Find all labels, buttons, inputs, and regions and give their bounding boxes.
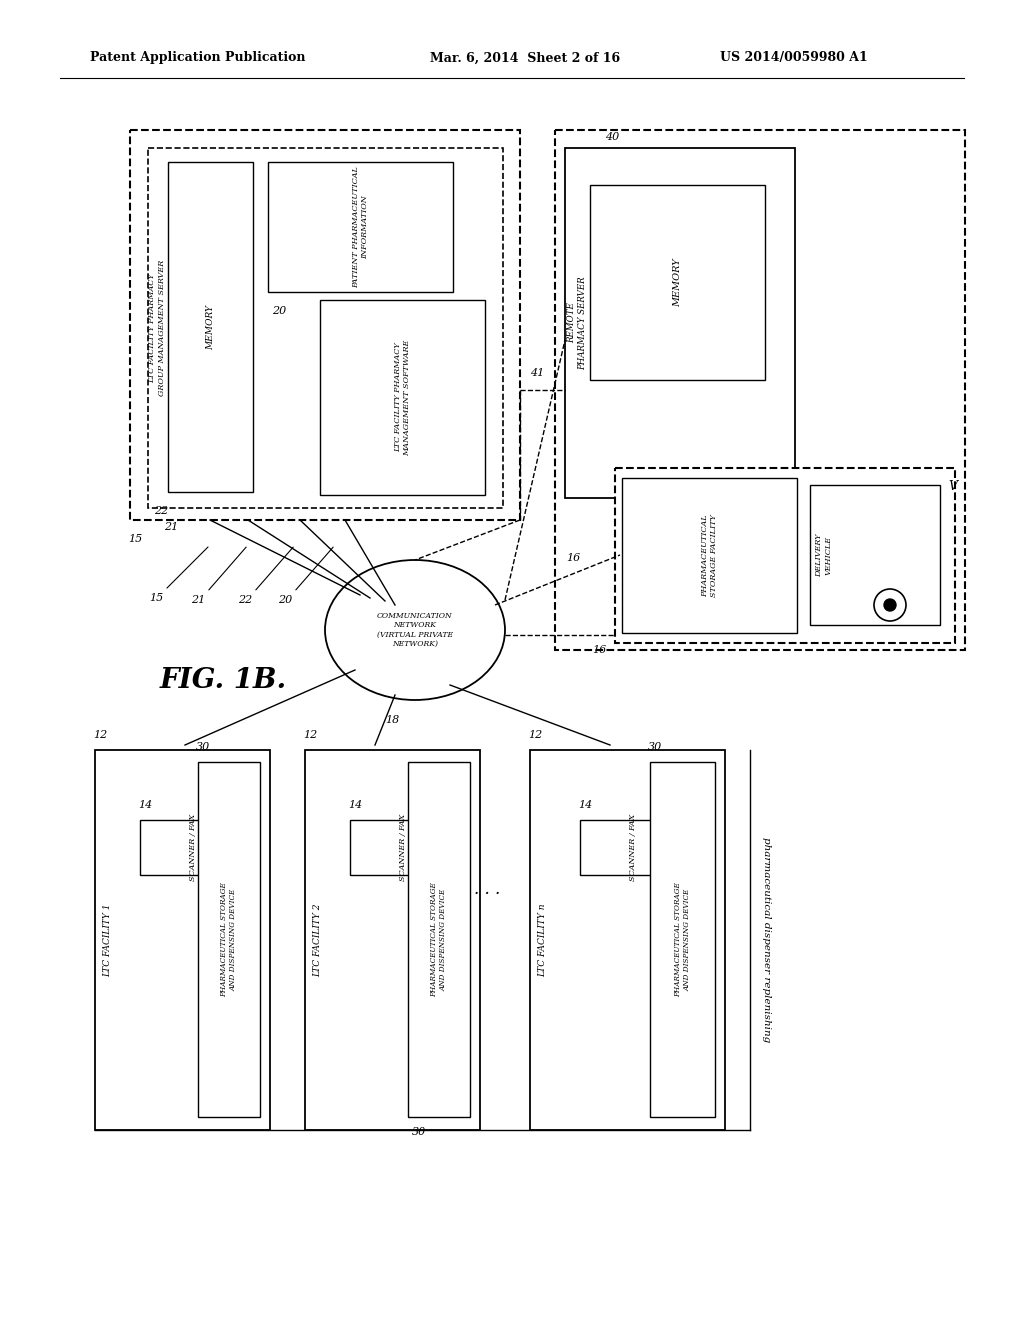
- Text: LTC FACILITY n: LTC FACILITY n: [539, 903, 548, 977]
- Text: 16: 16: [592, 645, 606, 655]
- Bar: [350, 820, 455, 875]
- Text: 22: 22: [238, 595, 252, 605]
- Text: 30: 30: [648, 742, 663, 752]
- Text: SCANNER / FAX: SCANNER / FAX: [629, 814, 637, 882]
- Text: 21: 21: [190, 595, 205, 605]
- Text: 15: 15: [128, 535, 142, 544]
- Text: 20: 20: [272, 306, 287, 315]
- Bar: [95, 750, 270, 1130]
- Text: FIG. 1B.: FIG. 1B.: [160, 667, 287, 693]
- Text: 14: 14: [348, 800, 362, 810]
- Bar: [810, 484, 940, 624]
- Bar: [408, 762, 470, 1117]
- Text: 40: 40: [605, 132, 620, 143]
- Text: LTC FACILITY PHARMACY
GROUP MANAGEMENT SERVER: LTC FACILITY PHARMACY GROUP MANAGEMENT S…: [148, 260, 166, 396]
- Text: 14: 14: [578, 800, 592, 810]
- Text: Patent Application Publication: Patent Application Publication: [90, 51, 305, 65]
- Text: 15: 15: [148, 593, 163, 603]
- Text: MEMORY: MEMORY: [673, 259, 682, 306]
- Text: . . .: . . .: [474, 882, 500, 899]
- Text: MEMORY: MEMORY: [206, 305, 215, 350]
- Bar: [565, 148, 795, 498]
- Bar: [305, 750, 480, 1130]
- Bar: [140, 820, 245, 875]
- Bar: [590, 185, 765, 380]
- Bar: [650, 762, 715, 1117]
- Bar: [319, 300, 485, 495]
- Bar: [148, 148, 503, 508]
- Text: PHARMACEUTICAL STORAGE
AND DISPENSING DEVICE: PHARMACEUTICAL STORAGE AND DISPENSING DE…: [430, 882, 447, 997]
- Ellipse shape: [325, 560, 505, 700]
- Text: pharmaceutical dispenser replenishing: pharmaceutical dispenser replenishing: [762, 837, 771, 1043]
- Bar: [580, 820, 685, 875]
- Text: REMOTE
PHARMACY SERVER: REMOTE PHARMACY SERVER: [567, 276, 587, 370]
- Text: LTC FACILITY 2: LTC FACILITY 2: [313, 903, 323, 977]
- Text: LTC FACILITY 1: LTC FACILITY 1: [103, 903, 113, 977]
- Text: 12: 12: [303, 730, 317, 741]
- Text: 14: 14: [138, 800, 153, 810]
- Text: 18: 18: [385, 715, 399, 725]
- Bar: [530, 750, 725, 1130]
- Bar: [268, 162, 453, 292]
- Text: SCANNER / FAX: SCANNER / FAX: [188, 814, 197, 882]
- Text: PATIENT PHARMACEUTICAL
INFORMATION: PATIENT PHARMACEUTICAL INFORMATION: [352, 166, 369, 288]
- Text: 22: 22: [154, 506, 168, 516]
- Bar: [622, 478, 797, 634]
- Bar: [198, 762, 260, 1117]
- Text: Mar. 6, 2014  Sheet 2 of 16: Mar. 6, 2014 Sheet 2 of 16: [430, 51, 621, 65]
- Text: 21: 21: [164, 521, 178, 532]
- Text: 12: 12: [528, 730, 543, 741]
- Bar: [168, 162, 253, 492]
- Text: US 2014/0059980 A1: US 2014/0059980 A1: [720, 51, 867, 65]
- Text: 20: 20: [278, 595, 292, 605]
- Text: PHARMACEUTICAL STORAGE
AND DISPENSING DEVICE: PHARMACEUTICAL STORAGE AND DISPENSING DE…: [220, 882, 238, 997]
- Text: 16: 16: [565, 553, 580, 564]
- Text: LTC FACILITY PHARMACY
MANAGEMENT SOFTWARE: LTC FACILITY PHARMACY MANAGEMENT SOFTWAR…: [394, 339, 411, 455]
- Circle shape: [884, 599, 896, 611]
- Text: 41: 41: [530, 368, 544, 378]
- Text: PHARMACEUTICAL STORAGE
AND DISPENSING DEVICE: PHARMACEUTICAL STORAGE AND DISPENSING DE…: [674, 882, 691, 997]
- Text: V: V: [948, 480, 957, 492]
- Bar: [130, 129, 520, 520]
- Text: SCANNER / FAX: SCANNER / FAX: [398, 814, 407, 882]
- Bar: [555, 129, 965, 649]
- Text: 30: 30: [412, 1127, 426, 1137]
- Text: DELIVERY
VEHICLE: DELIVERY VEHICLE: [815, 533, 833, 577]
- Text: 30: 30: [196, 742, 210, 752]
- Bar: [615, 469, 955, 643]
- Text: COMMUNICATION
NETWORK
(VIRTUAL PRIVATE
NETWORK): COMMUNICATION NETWORK (VIRTUAL PRIVATE N…: [377, 612, 453, 648]
- Text: PHARMACEUTICAL
STORAGE FACILITY: PHARMACEUTICAL STORAGE FACILITY: [700, 513, 718, 597]
- Text: 12: 12: [93, 730, 108, 741]
